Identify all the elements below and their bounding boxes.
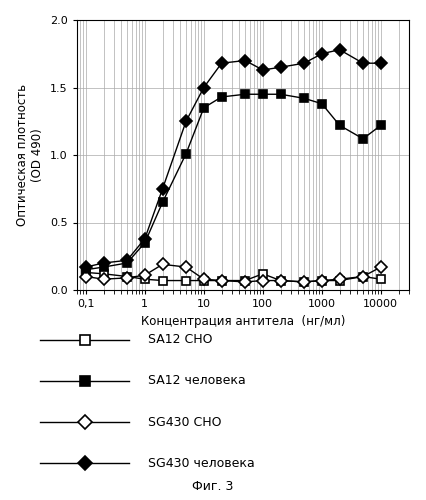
- Text: SG430 CHO: SG430 CHO: [148, 416, 222, 428]
- Text: SG430 человека: SG430 человека: [148, 457, 255, 470]
- Text: SA12 человека: SA12 человека: [148, 374, 245, 388]
- Y-axis label: Оптическая плотность
(OD 490): Оптическая плотность (OD 490): [16, 84, 44, 226]
- Text: Фиг. 3: Фиг. 3: [192, 480, 234, 493]
- X-axis label: Концентрация антитела  (нг/мл): Концентрация антитела (нг/мл): [141, 314, 345, 328]
- Text: SA12 CHO: SA12 CHO: [148, 333, 212, 346]
